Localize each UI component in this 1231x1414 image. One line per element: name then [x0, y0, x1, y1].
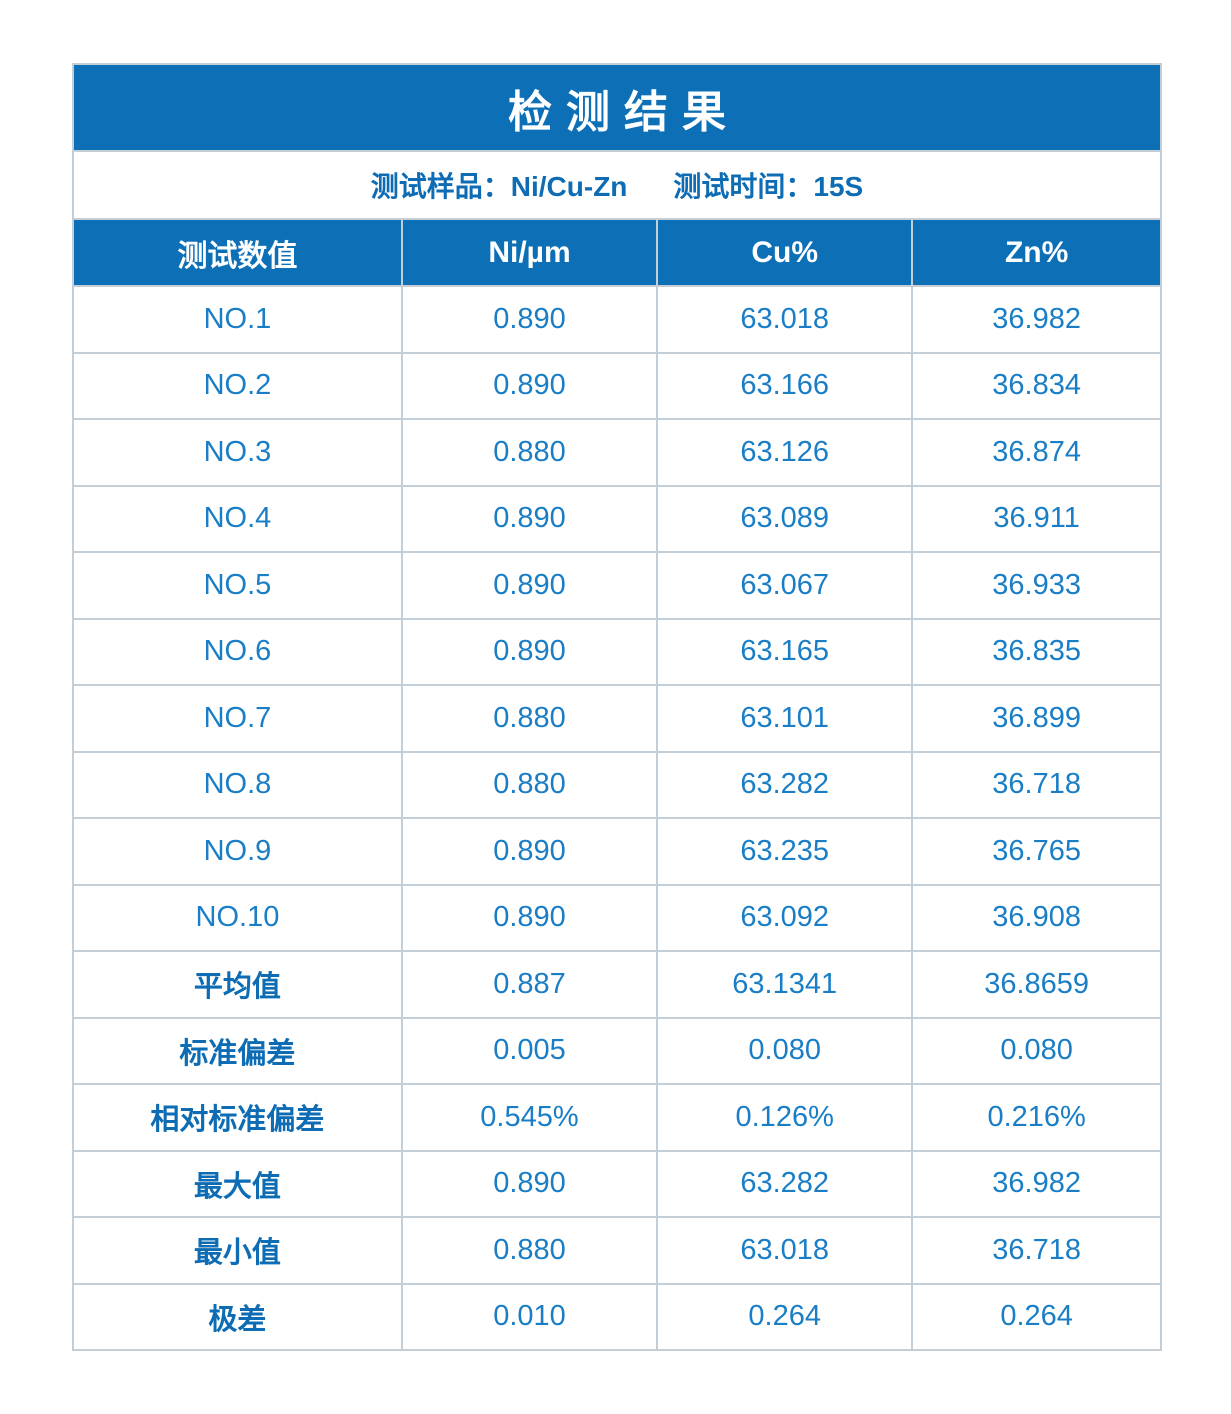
value-cell: 36.982: [911, 1151, 1160, 1216]
value-cell: 0.890: [400, 553, 657, 618]
row-label: 最大值: [74, 1151, 401, 1216]
value-cell: 0.010: [400, 1284, 657, 1349]
value-cell: 0.880: [400, 686, 657, 751]
row-label: NO.5: [74, 553, 401, 618]
value-cell: 0.126%: [656, 1085, 912, 1150]
row-label: 标准偏差: [74, 1018, 401, 1083]
value-cell: 63.166: [656, 353, 912, 418]
header-row: 测试数值 Ni/µm Cu% Zn%: [74, 218, 1160, 285]
row-label: NO.3: [74, 420, 401, 485]
value-cell: 0.264: [656, 1284, 912, 1349]
row-label: 最小值: [74, 1218, 401, 1283]
table-row: 极差 0.010 0.264 0.264: [74, 1282, 1160, 1349]
page-title: 检测结果: [74, 65, 1160, 150]
value-cell: 63.235: [656, 819, 912, 884]
column-header: Zn%: [911, 220, 1160, 285]
row-label: 相对标准偏差: [74, 1085, 401, 1150]
value-cell: 0.080: [656, 1018, 912, 1083]
value-cell: 0.080: [911, 1018, 1160, 1083]
table-row: NO.3 0.880 63.126 36.874: [74, 418, 1160, 485]
table-row: 平均值 0.887 63.1341 36.8659: [74, 950, 1160, 1017]
value-cell: 36.834: [911, 353, 1160, 418]
value-cell: 0.880: [400, 1218, 657, 1283]
column-header: Ni/µm: [400, 220, 657, 285]
value-cell: 63.092: [656, 885, 912, 950]
table-row: NO.5 0.890 63.067 36.933: [74, 551, 1160, 618]
value-cell: 0.890: [400, 287, 657, 352]
value-cell: 63.101: [656, 686, 912, 751]
results-table: 检测结果 测试样品：Ni/Cu-Zn 测试时间：15S 测试数值 Ni/µm Cu%…: [72, 63, 1162, 1351]
value-cell: 36.835: [911, 619, 1160, 684]
value-cell: 0.880: [400, 752, 657, 817]
value-cell: 0.545%: [400, 1085, 657, 1150]
value-cell: 63.1341: [656, 952, 912, 1017]
value-cell: 0.890: [400, 619, 657, 684]
value-cell: 0.880: [400, 420, 657, 485]
test-info-row: 测试样品：Ni/Cu-Zn 测试时间：15S: [74, 150, 1160, 218]
value-cell: 0.264: [911, 1284, 1160, 1349]
value-cell: 36.874: [911, 420, 1160, 485]
value-cell: 0.890: [400, 353, 657, 418]
value-cell: 63.165: [656, 619, 912, 684]
table-row: NO.4 0.890 63.089 36.911: [74, 484, 1160, 551]
table-row: 相对标准偏差 0.545% 0.126% 0.216%: [74, 1083, 1160, 1150]
table-row: 最大值 0.890 63.282 36.982: [74, 1149, 1160, 1216]
value-cell: 36.899: [911, 686, 1160, 751]
value-cell: 36.982: [911, 287, 1160, 352]
value-cell: 63.126: [656, 420, 912, 485]
value-cell: 63.018: [656, 287, 912, 352]
value-cell: 0.890: [400, 819, 657, 884]
table-row: 最小值 0.880 63.018 36.718: [74, 1216, 1160, 1283]
row-label: 平均值: [74, 952, 401, 1017]
value-cell: 36.718: [911, 1218, 1160, 1283]
table-row: NO.6 0.890 63.165 36.835: [74, 617, 1160, 684]
table-row: NO.7 0.880 63.101 36.899: [74, 684, 1160, 751]
value-cell: 63.067: [656, 553, 912, 618]
row-label: 极差: [74, 1284, 401, 1349]
row-label: NO.7: [74, 686, 401, 751]
row-label: NO.8: [74, 752, 401, 817]
value-cell: 63.018: [656, 1218, 912, 1283]
row-label: NO.2: [74, 353, 401, 418]
table-row: NO.2 0.890 63.166 36.834: [74, 351, 1160, 418]
value-cell: 36.911: [911, 486, 1160, 551]
value-cell: 0.890: [400, 1151, 657, 1216]
row-label: NO.4: [74, 486, 401, 551]
table-row: 标准偏差 0.005 0.080 0.080: [74, 1016, 1160, 1083]
table-row: NO.1 0.890 63.018 36.982: [74, 285, 1160, 352]
table-body: NO.1 0.890 63.018 36.982 NO.2 0.890 63.166 36.8…: [74, 285, 1160, 1349]
column-header: Cu%: [656, 220, 912, 285]
table-row: NO.9 0.890 63.235 36.765: [74, 817, 1160, 884]
value-cell: 0.887: [400, 952, 657, 1017]
table-row: NO.8 0.880 63.282 36.718: [74, 750, 1160, 817]
table-row: NO.10 0.890 63.092 36.908: [74, 883, 1160, 950]
value-cell: 0.890: [400, 486, 657, 551]
value-cell: 36.8659: [911, 952, 1160, 1017]
test-time-label: 测试时间：15S: [673, 171, 864, 202]
value-cell: 63.282: [656, 752, 912, 817]
row-label: NO.10: [74, 885, 401, 950]
row-label: NO.9: [74, 819, 401, 884]
value-cell: 63.089: [656, 486, 912, 551]
value-cell: 0.216%: [911, 1085, 1160, 1150]
value-cell: 0.005: [400, 1018, 657, 1083]
value-cell: 36.765: [911, 819, 1160, 884]
value-cell: 36.933: [911, 553, 1160, 618]
value-cell: 36.718: [911, 752, 1160, 817]
value-cell: 0.890: [400, 885, 657, 950]
row-label: NO.1: [74, 287, 401, 352]
row-label: NO.6: [74, 619, 401, 684]
value-cell: 36.908: [911, 885, 1160, 950]
column-header: 测试数值: [74, 220, 401, 285]
test-sample-label: 测试样品：Ni/Cu-Zn: [370, 171, 628, 202]
value-cell: 63.282: [656, 1151, 912, 1216]
